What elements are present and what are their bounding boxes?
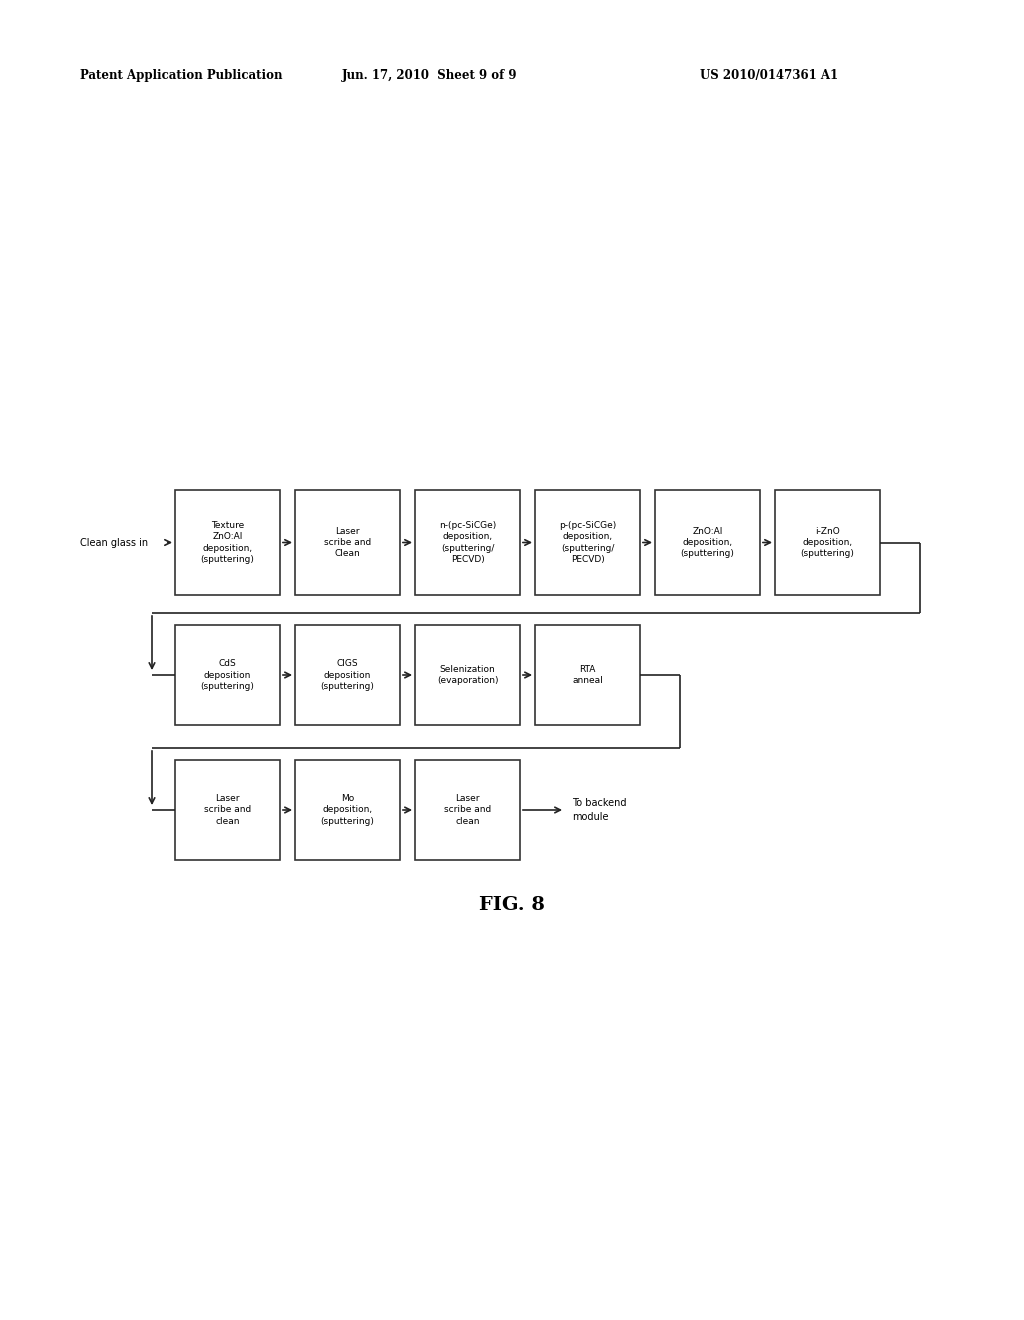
Bar xyxy=(175,624,280,725)
Bar xyxy=(175,490,280,595)
Bar xyxy=(655,490,760,595)
Text: RTA
anneal: RTA anneal xyxy=(572,665,603,685)
Text: Mo
deposition,
(sputtering): Mo deposition, (sputtering) xyxy=(321,795,375,825)
Bar xyxy=(415,490,520,595)
Text: p-(pc-SiCGe)
deposition,
(sputtering/
PECVD): p-(pc-SiCGe) deposition, (sputtering/ PE… xyxy=(559,521,616,564)
Text: Laser
scribe and
Clean: Laser scribe and Clean xyxy=(324,527,371,558)
Bar xyxy=(415,624,520,725)
Bar xyxy=(295,624,400,725)
Text: ZnO:Al
deposition,
(sputtering): ZnO:Al deposition, (sputtering) xyxy=(681,527,734,558)
Text: CdS
deposition
(sputtering): CdS deposition (sputtering) xyxy=(201,660,254,690)
Text: FIG. 8: FIG. 8 xyxy=(479,896,545,913)
Bar xyxy=(415,760,520,861)
Bar xyxy=(535,624,640,725)
Text: Clean glass in: Clean glass in xyxy=(80,537,148,548)
Bar xyxy=(175,760,280,861)
Bar xyxy=(295,490,400,595)
Text: US 2010/0147361 A1: US 2010/0147361 A1 xyxy=(700,69,838,82)
Text: Selenization
(evaporation): Selenization (evaporation) xyxy=(437,665,499,685)
Bar xyxy=(295,760,400,861)
Text: To backend
module: To backend module xyxy=(572,799,627,821)
Text: Texture
ZnO:Al
deposition,
(sputtering): Texture ZnO:Al deposition, (sputtering) xyxy=(201,521,254,564)
Bar xyxy=(775,490,880,595)
Bar xyxy=(535,490,640,595)
Text: Laser
scribe and
clean: Laser scribe and clean xyxy=(204,795,251,825)
Text: Jun. 17, 2010  Sheet 9 of 9: Jun. 17, 2010 Sheet 9 of 9 xyxy=(342,69,518,82)
Text: Laser
scribe and
clean: Laser scribe and clean xyxy=(443,795,492,825)
Text: i-ZnO
deposition,
(sputtering): i-ZnO deposition, (sputtering) xyxy=(801,527,854,558)
Text: CIGS
deposition
(sputtering): CIGS deposition (sputtering) xyxy=(321,660,375,690)
Text: n-(pc-SiCGe)
deposition,
(sputtering/
PECVD): n-(pc-SiCGe) deposition, (sputtering/ PE… xyxy=(439,521,496,564)
Text: Patent Application Publication: Patent Application Publication xyxy=(80,69,283,82)
